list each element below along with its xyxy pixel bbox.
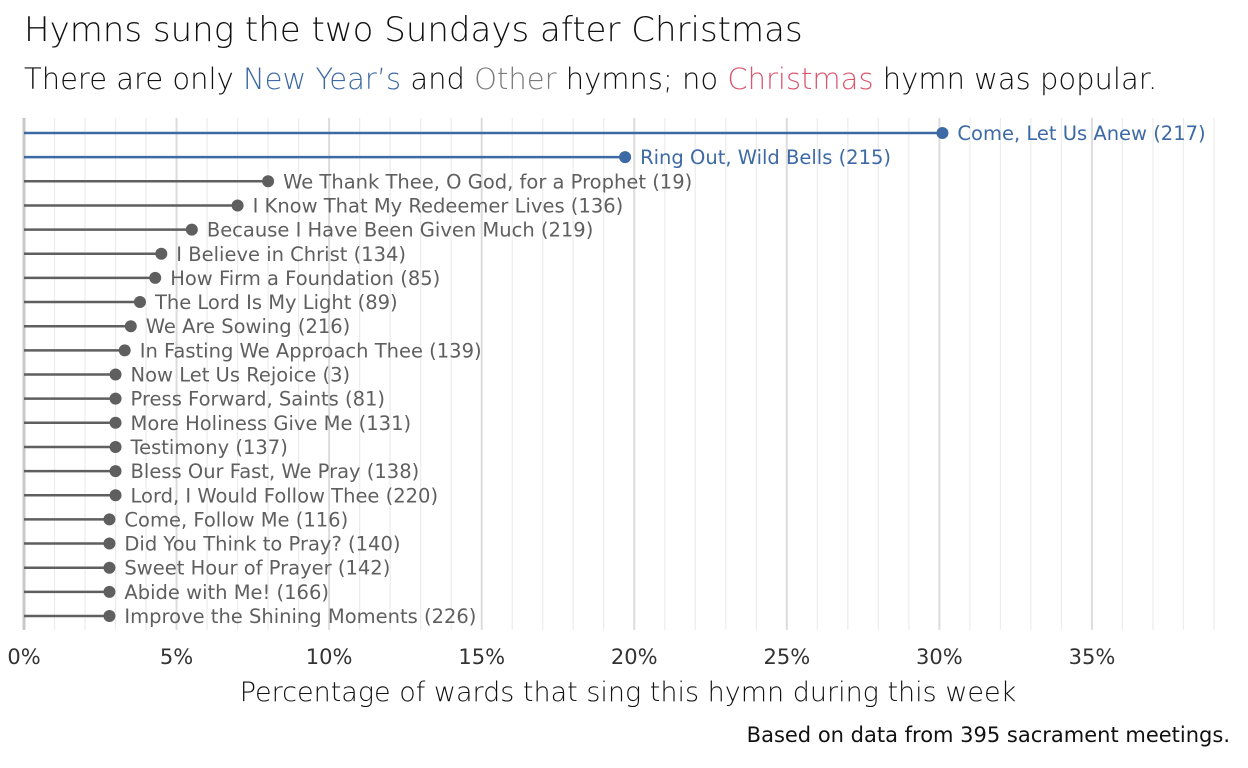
x-tick-label: 35% (1069, 645, 1116, 669)
lollipop-dot (103, 537, 116, 550)
lollipop-dot (936, 127, 949, 139)
lollipop-dot (149, 271, 162, 284)
lollipop-dot (109, 368, 122, 381)
lollipop-dot (109, 392, 122, 405)
lollipop-dot (155, 247, 168, 260)
lollipop-label: Sweet Hour of Prayer (142) (124, 557, 390, 580)
subtitle-text-1: There are only (24, 62, 243, 96)
subtitle-text-4: hymn was popular. (873, 62, 1158, 96)
lollipop-label: We Thank Thee, O God, for a Prophet (19) (283, 170, 692, 193)
x-tick-label: 20% (611, 645, 658, 669)
lollipop-dot (262, 175, 275, 188)
x-axis: 0% 5% 10% 15% 20% 25% 30% 35% Percentage of ward… (7, 645, 1115, 708)
subtitle-new-years: New Year’s (242, 62, 402, 96)
lollipop-label: Abide with Me! (166) (124, 581, 329, 604)
x-tick-label: 25% (763, 645, 810, 669)
lollipop-label: We Are Sowing (216) (146, 315, 351, 338)
lollipop-label: Testimony (137) (130, 436, 288, 459)
lollipop-label: Now Let Us Rejoice (3) (131, 364, 351, 387)
chart-subtitle: There are only New Year’s and Other hymn… (24, 62, 1157, 96)
x-tick-label: 0% (7, 645, 40, 669)
lollipop-dot (103, 610, 116, 622)
chart-title: Hymns sung the two Sundays after Christm… (24, 10, 803, 50)
lollipop-dot (118, 344, 131, 357)
lollipop-label: The Lord Is My Light (89) (154, 291, 398, 314)
lollipop-dot (109, 440, 122, 453)
lollipop-dot (103, 561, 116, 574)
chart-caption: Based on data from 395 sacrament meeting… (746, 723, 1230, 747)
lollipop-label: Press Forward, Saints (81) (131, 388, 385, 411)
subtitle-christmas: Christmas (727, 62, 874, 96)
chart-marks: Come, Let Us Anew (217) Ring Out, Wild Be… (24, 122, 1206, 628)
lollipop-dot (103, 585, 116, 598)
lollipop-label: Come, Follow Me (116) (124, 508, 348, 531)
x-axis-title: Percentage of wards that sing this hymn … (240, 677, 1017, 708)
lollipop-label: Improve the Shining Moments (226) (124, 605, 476, 628)
subtitle-other: Other (474, 62, 557, 96)
subtitle-text-2: and (401, 62, 475, 96)
lollipop-dot (231, 199, 244, 212)
lollipop-label: In Fasting We Approach Thee (139) (140, 339, 482, 362)
lollipop-label: How Firm a Foundation (85) (170, 267, 440, 290)
lollipop-label: More Holiness Give Me (131) (131, 412, 412, 435)
x-tick-label: 10% (306, 645, 353, 669)
x-tick-label: 30% (916, 645, 963, 669)
lollipop-label: Bless Our Fast, We Pray (138) (131, 460, 420, 483)
lollipop-label: Ring Out, Wild Bells (215) (640, 146, 891, 169)
lollipop-dot (103, 513, 116, 526)
lollipop-dot (619, 151, 632, 164)
lollipop-dot (109, 489, 122, 502)
x-tick-label: 15% (458, 645, 505, 669)
lollipop-dot (185, 223, 198, 236)
subtitle-text-3: hymns; no (556, 62, 728, 96)
lollipop-label: I Believe in Christ (134) (176, 243, 406, 266)
lollipop-dot (109, 416, 122, 429)
lollipop-dot (133, 296, 146, 309)
lollipop-label: Did You Think to Pray? (140) (124, 533, 400, 556)
lollipop-label: I Know That My Redeemer Lives (136) (253, 194, 624, 217)
lollipop-dot (124, 320, 137, 333)
x-tick-label: 5% (160, 645, 193, 669)
lollipop-label: Lord, I Would Follow Thee (220) (131, 484, 439, 507)
lollipop-label: Come, Let Us Anew (217) (957, 122, 1205, 145)
lollipop-label: Because I Have Been Given Much (219) (207, 219, 594, 242)
lollipop-dot (109, 465, 122, 478)
